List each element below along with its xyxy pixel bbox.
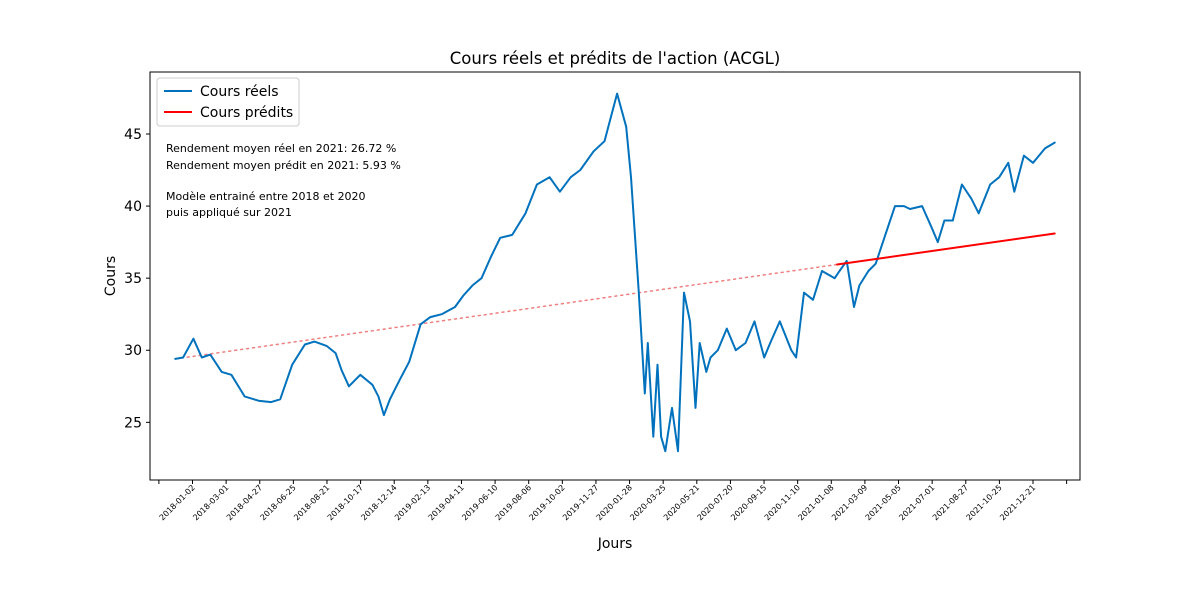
legend: Cours réels Cours prédits bbox=[156, 77, 300, 127]
y-tick-label: 45 bbox=[124, 127, 142, 143]
annotation-text: Rendement moyen prédit en 2021: 5.93 % bbox=[166, 159, 401, 172]
legend-label-actual: Cours réels bbox=[200, 84, 279, 100]
plot-frame bbox=[149, 71, 1081, 481]
y-tick-label: 30 bbox=[124, 343, 142, 359]
annotation-block: Rendement moyen réel en 2021: 26.72 % Re… bbox=[166, 142, 401, 219]
legend-box bbox=[156, 77, 300, 127]
series-line-trend bbox=[174, 263, 838, 360]
x-axis-label: Jours bbox=[597, 536, 633, 552]
y-axis: 25 30 35 40 45 bbox=[124, 127, 150, 431]
annotation-text: Modèle entrainé entre 2018 et 2020 bbox=[166, 190, 366, 203]
annotation-text: Rendement moyen réel en 2021: 26.72 % bbox=[166, 142, 396, 155]
y-tick-label: 35 bbox=[124, 271, 142, 287]
x-axis: 2018-01-022018-03-012018-04-272018-06-25… bbox=[158, 480, 1068, 522]
annotation-text: puis appliqué sur 2021 bbox=[166, 206, 292, 219]
chart-title: Cours réels et prédits de l'action (ACGL… bbox=[450, 49, 781, 68]
series-line-actual bbox=[174, 92, 1056, 453]
legend-label-predicted: Cours prédits bbox=[200, 105, 293, 121]
y-axis-label: Cours bbox=[103, 256, 119, 296]
series-line-predicted bbox=[836, 232, 1056, 266]
plot-area bbox=[174, 92, 1056, 453]
y-tick-label: 25 bbox=[124, 415, 142, 431]
y-tick-label: 40 bbox=[124, 199, 142, 215]
x-tick-label: 2021-12-21 bbox=[998, 483, 1037, 522]
